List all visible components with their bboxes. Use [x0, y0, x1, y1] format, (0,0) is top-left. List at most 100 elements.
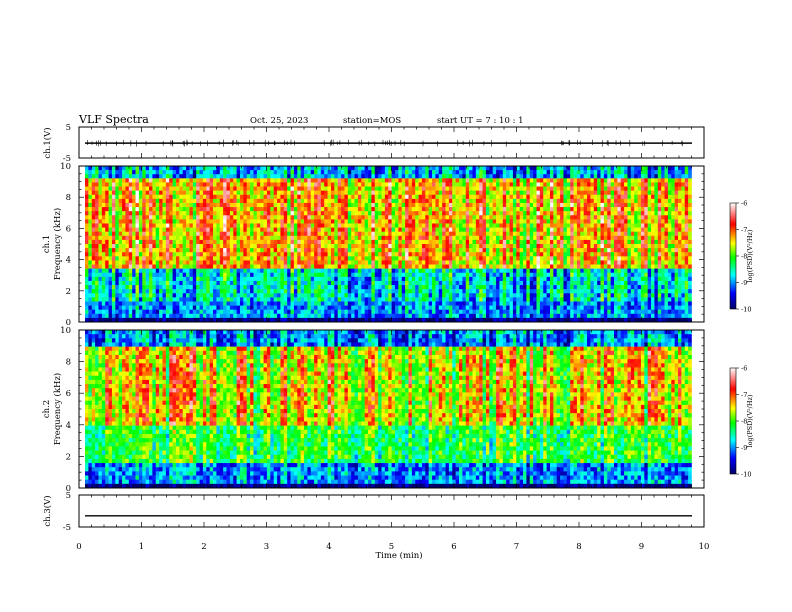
- ch1-spectrogram-cell: [408, 239, 413, 245]
- ch1-spectrogram-cell: [327, 194, 332, 200]
- ch1-spectrogram-cell: [283, 293, 288, 298]
- ch1-spectrogram-cell: [459, 256, 463, 261]
- ch1-spectrogram-cell: [287, 186, 291, 191]
- ch1-spectrogram-cell: [317, 285, 322, 290]
- ch1-spectrogram-cell: [290, 252, 295, 257]
- ch1-spectrogram-cell: [482, 293, 487, 298]
- ch1-spectrogram-cell: [138, 289, 143, 294]
- ch1-spectrogram-cell: [115, 202, 119, 208]
- ch1-spectrogram-cell: [341, 272, 345, 278]
- ch1-spectrogram-cell: [196, 219, 200, 224]
- ch1-spectrogram-cell: [361, 235, 365, 241]
- ch1-spectrogram-cell: [459, 235, 463, 241]
- ch1-spectrogram-cell: [202, 223, 207, 228]
- ch1-spectrogram-cell: [152, 194, 157, 200]
- ch1-spectrogram-cell: [169, 174, 173, 179]
- ch1-spectrogram-cell: [351, 297, 355, 302]
- ch1-spectrogram-cell: [263, 198, 268, 204]
- ch1-spectrogram-cell: [469, 293, 473, 298]
- ch1-spectrogram-cell: [354, 285, 359, 290]
- ch1-spectrogram-cell: [512, 186, 517, 191]
- ch1-spectrogram-cell: [122, 272, 126, 278]
- ch1-spectrogram-cell: [442, 202, 446, 208]
- ch1-spectrogram-cell: [196, 268, 200, 274]
- ch1-spectrogram-cell: [95, 170, 99, 175]
- ch1-spectrogram-cell: [85, 256, 89, 261]
- ch1-spectrogram-cell: [192, 256, 197, 261]
- ch1-spectrogram-cell: [111, 297, 116, 302]
- ch1-spectrogram-cell: [95, 178, 99, 183]
- ch1-spectrogram-cell: [256, 260, 261, 265]
- ch1-spectrogram-cell: [142, 313, 146, 319]
- ch1-spectrogram-cell: [432, 211, 436, 216]
- ch1-spectrogram-cell: [435, 256, 440, 261]
- ch1-spectrogram-cell: [489, 297, 493, 302]
- ch1-spectrogram-cell: [496, 252, 500, 257]
- ch1-spectrogram-cell: [509, 239, 514, 245]
- ch1-spectrogram-cell: [361, 264, 365, 269]
- ch1-spectrogram-cell: [260, 219, 264, 224]
- ch1-spectrogram-cell: [438, 256, 443, 261]
- ch1-spectrogram-cell: [448, 194, 453, 200]
- ch1-spectrogram-cell: [250, 313, 254, 319]
- ch1-spectrogram-cell: [138, 219, 143, 224]
- ch1-spectrogram-cell: [330, 227, 335, 232]
- ch1-spectrogram-cell: [98, 186, 103, 191]
- ch1-spectrogram-cell: [101, 252, 106, 257]
- ch1-spectrogram-cell: [374, 260, 379, 265]
- ch1-voltage-ylabel: ch.1(V): [42, 127, 53, 158]
- ch1-spectrogram-cell: [401, 223, 406, 228]
- ch1-spectrogram-cell: [371, 186, 376, 191]
- ch1-spectrogram-cell: [263, 223, 268, 228]
- ch1-spectrogram-cell: [105, 305, 109, 310]
- ch1-spectrogram-cell: [388, 313, 392, 319]
- ch1-spectrogram-cell: [260, 285, 264, 290]
- ch1-spectrogram-cell: [290, 174, 295, 179]
- ch1-spectrogram-cell: [364, 211, 369, 216]
- ch1-spectrogram-cell: [499, 256, 504, 261]
- ch1-spectrogram-cell: [236, 256, 241, 261]
- ch1-spectrogram-cell: [445, 305, 450, 310]
- ch1-spectrogram-cell: [172, 297, 177, 302]
- ch1-spectrogram-cell: [341, 202, 345, 208]
- ch1-spectrogram-cell: [132, 223, 136, 228]
- ch1-spectrogram-cell: [270, 198, 274, 204]
- ch1-spectrogram-cell: [314, 178, 318, 183]
- ch1-spectrogram-cell: [418, 293, 423, 298]
- ch1-spectrogram-cell: [435, 293, 440, 298]
- ch1-spectrogram-cell: [155, 244, 160, 249]
- ch1-spectrogram-cell: [459, 280, 463, 286]
- ch1-spectrogram-cell: [401, 301, 406, 306]
- ch1-spectrogram-cell: [132, 285, 136, 290]
- ch1-spectrogram-cell: [334, 276, 339, 282]
- ch1-spectrogram-cell: [300, 317, 305, 323]
- ch1-spectrogram-cell: [374, 264, 379, 269]
- ch1-spectrogram-cell: [344, 186, 349, 191]
- ch1-spectrogram-cell: [135, 301, 140, 306]
- ch1-spectrogram-cell: [132, 239, 136, 245]
- ch1-spectrogram-cell: [482, 174, 487, 179]
- ch1-spectrogram-cell: [391, 190, 396, 196]
- ch1-spectrogram-cell: [378, 223, 382, 228]
- ch1-spectrogram-cell: [371, 317, 376, 323]
- ch1-spectrogram-cell: [277, 244, 281, 249]
- ch1-spectrogram-cell: [459, 215, 463, 220]
- ch1-spectrogram-cell: [479, 305, 483, 310]
- ch1-spectrogram-cell: [307, 178, 312, 183]
- ch1-spectrogram-cell: [448, 268, 453, 274]
- ch1-spectrogram-cell: [101, 207, 106, 212]
- ch1-spectrogram-cell: [250, 182, 254, 187]
- ch1-spectrogram-cell: [438, 170, 443, 175]
- ch1-spectrogram-cell: [115, 235, 119, 241]
- ch1-spectrogram-cell: [492, 293, 497, 298]
- ch1-spectrogram-cell: [290, 219, 295, 224]
- ch1-spectrogram-cell: [432, 194, 436, 200]
- ch1-spectrogram-cell: [330, 289, 335, 294]
- ch1-spectrogram-cell: [314, 182, 318, 187]
- ch1-spectrogram-cell: [482, 239, 487, 245]
- ch1-spectrogram-cell: [209, 231, 214, 237]
- ch1-spectrogram-cell: [364, 301, 369, 306]
- ch1-spectrogram-cell: [115, 297, 119, 302]
- ch1-spectrogram-cell: [189, 231, 194, 237]
- ch1-spectrogram-cell: [462, 227, 467, 232]
